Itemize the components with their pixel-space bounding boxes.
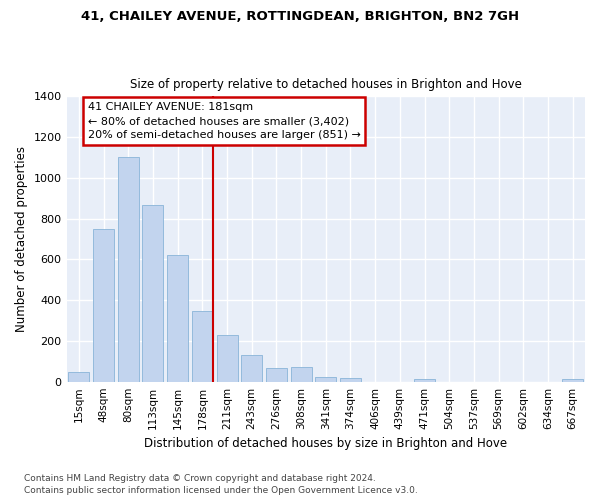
Bar (142, 206, 163, 382)
Text: 41 CHAILEY AVENUE: 181sqm
← 80% of detached houses are smaller (3,402)
20% of se: 41 CHAILEY AVENUE: 181sqm ← 80% of detac… (88, 102, 361, 141)
X-axis label: Distribution of detached houses by size in Brighton and Hove: Distribution of detached houses by size … (144, 437, 508, 450)
Bar (266, 368, 287, 382)
Bar (68, 372, 89, 382)
Bar (192, 312, 213, 382)
Text: Contains HM Land Registry data © Crown copyright and database right 2024.
Contai: Contains HM Land Registry data © Crown c… (24, 474, 418, 495)
Bar (118, 158, 139, 382)
Bar (340, 378, 361, 382)
Bar (241, 355, 262, 382)
Bar (93, 229, 114, 382)
Bar (290, 368, 311, 382)
Bar (167, 256, 188, 382)
Bar (217, 335, 238, 382)
Bar (562, 378, 583, 382)
Y-axis label: Number of detached properties: Number of detached properties (15, 146, 28, 332)
Title: Size of property relative to detached houses in Brighton and Hove: Size of property relative to detached ho… (130, 78, 522, 91)
Bar (414, 379, 435, 382)
Text: 41, CHAILEY AVENUE, ROTTINGDEAN, BRIGHTON, BN2 7GH: 41, CHAILEY AVENUE, ROTTINGDEAN, BRIGHTO… (81, 10, 519, 23)
Bar (315, 376, 336, 382)
